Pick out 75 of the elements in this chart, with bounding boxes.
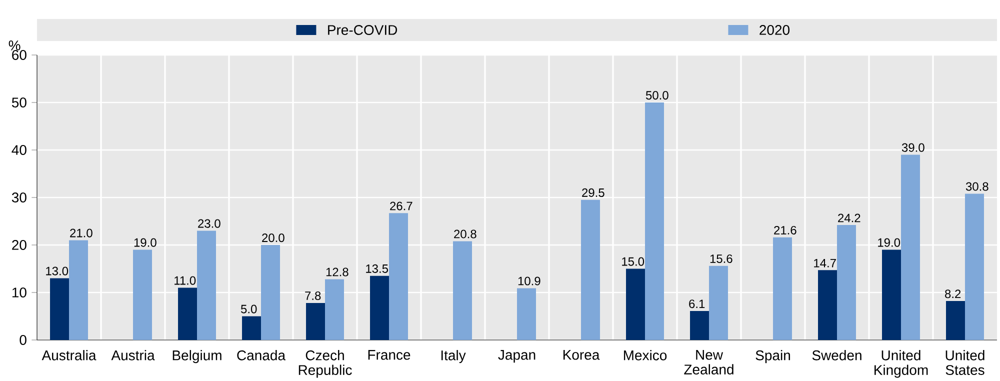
bar	[644, 102, 664, 340]
x-tick-label: Italy	[441, 350, 466, 364]
y-axis-title: %	[8, 40, 20, 50]
y-tick-label: 40	[12, 145, 26, 155]
y-tick-label: 0	[20, 335, 26, 345]
x-tick-label: Austria	[111, 350, 155, 360]
y-tick-label: 10	[12, 288, 26, 298]
data-label: 30.8	[966, 182, 988, 191]
bar	[197, 230, 216, 340]
x-tick-label: United States	[946, 350, 984, 375]
bar	[453, 241, 472, 340]
data-label: 20.0	[262, 234, 284, 242]
data-label: 15.6	[710, 254, 732, 263]
bar	[370, 276, 390, 340]
bar	[946, 301, 965, 340]
bar	[964, 194, 984, 340]
x-tick-label: Czech Republic	[298, 350, 352, 378]
bar	[516, 288, 536, 340]
bar	[69, 240, 88, 340]
bar	[708, 266, 728, 340]
data-label: 7.8	[305, 292, 321, 300]
y-tick-label: 60	[12, 50, 26, 60]
x-tick-label: Canada	[237, 350, 286, 360]
bar	[50, 278, 70, 340]
x-tick-label: Mexico	[624, 350, 667, 360]
data-label: 20.8	[454, 230, 476, 238]
bar	[306, 302, 326, 340]
data-label: 10.9	[518, 276, 540, 286]
data-label: 26.7	[390, 202, 412, 210]
data-label: 12.8	[326, 268, 348, 276]
x-tick-label: Belgium	[172, 350, 222, 364]
data-label: 21.0	[70, 228, 92, 238]
bar	[900, 154, 920, 340]
bar	[133, 250, 152, 340]
x-tick-label: France	[368, 350, 410, 360]
bar	[178, 288, 198, 340]
bar	[626, 268, 646, 340]
data-label: 8.2	[945, 290, 961, 298]
data-label: 24.2	[838, 214, 860, 222]
bar	[242, 316, 262, 340]
x-tick-label: Japan	[498, 350, 536, 363]
bar	[325, 279, 344, 340]
data-label: 19.0	[134, 238, 156, 247]
bar	[836, 225, 856, 340]
data-label: 13.5	[366, 264, 388, 273]
legend-label: 2020	[760, 25, 790, 35]
data-label: 21.6	[774, 226, 796, 234]
x-tick-label: Spain	[756, 350, 790, 364]
legend-label: Pre-COVID	[328, 25, 398, 35]
bar	[818, 270, 837, 340]
bar	[690, 311, 710, 340]
data-label: 23.0	[198, 219, 220, 228]
y-tick-label: 30	[12, 192, 26, 202]
x-tick-label: Sweden	[812, 350, 862, 360]
data-label: 11.0	[174, 276, 196, 285]
bar	[388, 213, 408, 340]
data-label: 14.7	[814, 258, 836, 268]
x-tick-label: New Zealand	[684, 350, 734, 374]
data-label: 6.1	[689, 300, 705, 308]
y-tick-label: 20	[12, 240, 26, 250]
x-tick-label: Australia	[42, 350, 96, 360]
data-label: 5.0	[240, 304, 257, 314]
data-label: 50.0	[646, 91, 668, 100]
data-label: 29.5	[582, 188, 604, 197]
bar	[261, 244, 280, 340]
data-label: 15.0	[622, 257, 644, 266]
data-label: 13.0	[46, 266, 68, 276]
x-tick-label: Korea	[563, 350, 600, 360]
bar	[772, 237, 792, 340]
x-tick-label: United Kingdom	[874, 350, 928, 378]
y-tick-label: 50	[12, 98, 26, 108]
data-label: 39.0	[902, 143, 924, 152]
data-label: 19.0	[878, 238, 900, 247]
bar	[882, 250, 902, 340]
bar	[580, 200, 600, 340]
